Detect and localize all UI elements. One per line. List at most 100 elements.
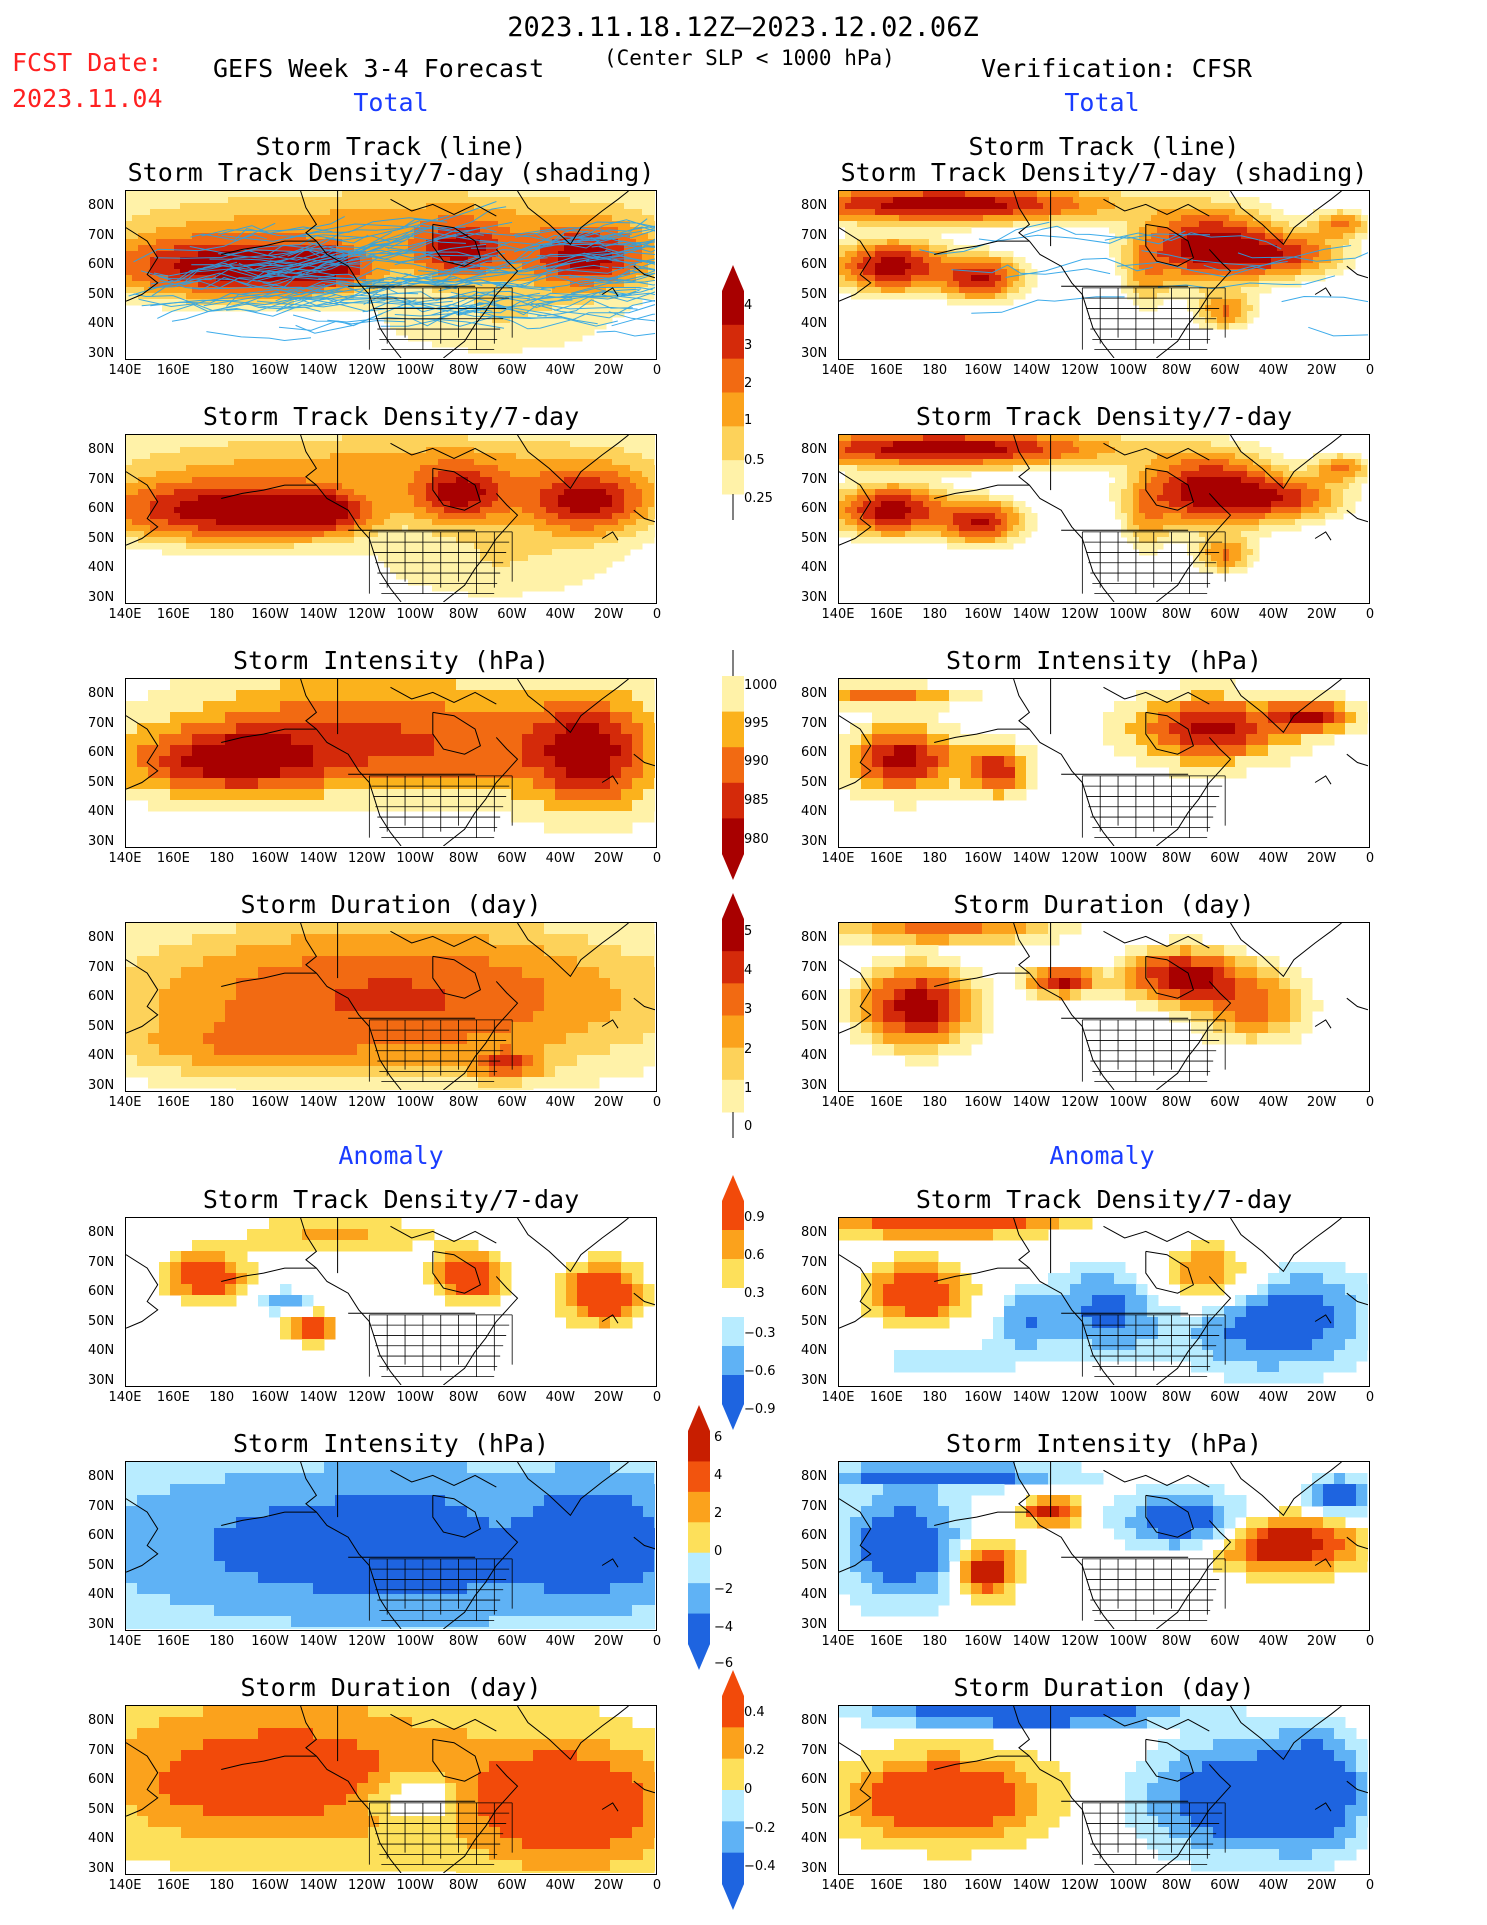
- colorbar-label: 995: [744, 716, 769, 731]
- colorbar-duration-anom: [722, 1670, 744, 1914]
- lon-tick-label: 60W: [1210, 1390, 1240, 1405]
- lat-tick-label: 60N: [88, 745, 115, 760]
- lon-tick-label: 40W: [545, 1390, 575, 1405]
- lat-tick-label: 80N: [801, 1225, 828, 1240]
- map-r6-forecast: [125, 1461, 657, 1631]
- lat-tick-label: 70N: [88, 1254, 115, 1270]
- colorbar-label: 2: [744, 376, 753, 391]
- lat-tick-label: 80N: [88, 686, 115, 701]
- lon-tick-label: 0: [1365, 1878, 1375, 1893]
- lon-tick-label: 20W: [1306, 607, 1337, 622]
- lon-tick-label: 160W: [964, 607, 1002, 622]
- colorbar-label: 3: [744, 338, 753, 353]
- lon-tick-label: 40W: [1258, 1095, 1288, 1110]
- section-total-right: Total: [1064, 88, 1140, 117]
- lon-tick-label: 140W: [299, 363, 338, 378]
- lat-tick-label: 80N: [801, 442, 828, 457]
- lon-tick-label: 120W: [1060, 1390, 1099, 1405]
- map-r6-verification: [838, 1461, 1370, 1631]
- lon-tick-label: 20W: [593, 363, 624, 378]
- lon-tick-label: 100W: [396, 1878, 435, 1893]
- lon-tick-label: 100W: [1109, 607, 1148, 622]
- colorbar-label: 1: [744, 413, 753, 428]
- lat-tick-label: 50N: [801, 1801, 828, 1817]
- panel-title-track-line: Storm Track (line): [968, 132, 1240, 161]
- colorbar-label: 1000: [744, 678, 778, 693]
- lat-tick-label: 50N: [801, 1018, 828, 1034]
- lat-tick-label: 80N: [801, 686, 828, 701]
- lon-tick-label: 20W: [593, 851, 624, 866]
- lon-tick-label: 180: [209, 1878, 235, 1893]
- colorbar-density-anom: [722, 1175, 744, 1434]
- lat-tick-label: 80N: [801, 1713, 828, 1728]
- lon-tick-label: 120W: [1060, 363, 1099, 378]
- colorbar-label: 0.4: [744, 1705, 765, 1720]
- lon-tick-label: 40W: [1258, 1634, 1288, 1649]
- lon-tick-label: 160E: [869, 1095, 903, 1110]
- lon-tick-label: 120W: [1060, 1878, 1099, 1893]
- colorbar-label: 4: [744, 963, 753, 978]
- colorbar-label: 0.3: [744, 1286, 765, 1301]
- colorbar-label: 3: [744, 1002, 753, 1017]
- map-plot: [839, 923, 1368, 1090]
- map-plot: [126, 923, 655, 1090]
- lat-tick-label: 60N: [88, 989, 115, 1004]
- lon-tick-label: 160W: [964, 1390, 1002, 1405]
- lat-tick-label: 70N: [88, 959, 115, 975]
- lon-tick-label: 140E: [821, 851, 855, 866]
- lat-tick-label: 70N: [88, 715, 115, 731]
- lat-tick-label: 40N: [88, 1831, 115, 1846]
- lon-tick-label: 160E: [156, 1390, 190, 1405]
- lon-tick-label: 0: [652, 363, 662, 378]
- lon-tick-label: 140W: [1012, 363, 1051, 378]
- lon-tick-label: 60W: [497, 1878, 527, 1893]
- lon-tick-label: 120W: [347, 1878, 386, 1893]
- lon-tick-label: 160E: [156, 851, 190, 866]
- lat-tick-label: 30N: [88, 1372, 115, 1388]
- lon-tick-label: 100W: [1109, 363, 1148, 378]
- lon-tick-label: 40W: [545, 851, 575, 866]
- lon-tick-label: 140W: [299, 1095, 338, 1110]
- panel-title-r5: Storm Track Density/7-day: [915, 1185, 1293, 1214]
- lon-tick-label: 180: [922, 363, 948, 378]
- lon-tick-label: 140W: [299, 851, 338, 866]
- colorbar-density: [722, 265, 744, 524]
- lat-tick-label: 80N: [88, 1225, 115, 1240]
- lon-tick-label: 60W: [497, 363, 527, 378]
- map-r5-verification: [838, 1217, 1370, 1387]
- panel-title-r5: Storm Track Density/7-day: [202, 1185, 580, 1214]
- lon-tick-label: 180: [209, 363, 235, 378]
- lon-tick-label: 160E: [156, 1878, 190, 1893]
- lon-tick-label: 140W: [299, 607, 338, 622]
- lon-tick-label: 180: [922, 1390, 948, 1405]
- lon-tick-label: 40W: [1258, 1878, 1288, 1893]
- lon-tick-label: 100W: [396, 1390, 435, 1405]
- lon-tick-label: 160W: [964, 1095, 1002, 1110]
- lon-tick-label: 160E: [869, 607, 903, 622]
- lon-tick-label: 0: [1365, 1095, 1375, 1110]
- lon-tick-label: 60W: [1210, 1634, 1240, 1649]
- section-anomaly-left: Anomaly: [338, 1141, 444, 1170]
- lon-tick-label: 60W: [1210, 1095, 1240, 1110]
- colorbar-label: 5: [744, 924, 753, 939]
- lat-tick-label: 60N: [88, 1284, 115, 1299]
- map-plot: [126, 679, 655, 846]
- lat-tick-label: 40N: [88, 560, 115, 575]
- lat-tick-label: 70N: [801, 1254, 828, 1270]
- panel-title-track-density: Storm Track Density/7-day (shading): [840, 158, 1368, 187]
- lon-tick-label: 60W: [497, 1634, 527, 1649]
- verification-title: Verification: CFSR: [981, 54, 1252, 83]
- map-r4-verification: [838, 922, 1370, 1092]
- colorbar-label: 2: [744, 1042, 753, 1057]
- lat-tick-label: 60N: [801, 1284, 828, 1299]
- map-plot: [839, 1462, 1368, 1629]
- lat-tick-label: 50N: [801, 286, 828, 302]
- lon-tick-label: 100W: [1109, 1390, 1148, 1405]
- lon-tick-label: 40W: [1258, 1390, 1288, 1405]
- lat-tick-label: 70N: [88, 227, 115, 243]
- lat-tick-label: 70N: [801, 471, 828, 487]
- lon-tick-label: 100W: [1109, 1634, 1148, 1649]
- lon-tick-label: 140W: [1012, 1095, 1051, 1110]
- map-plot: [126, 1462, 655, 1629]
- lon-tick-label: 20W: [593, 607, 624, 622]
